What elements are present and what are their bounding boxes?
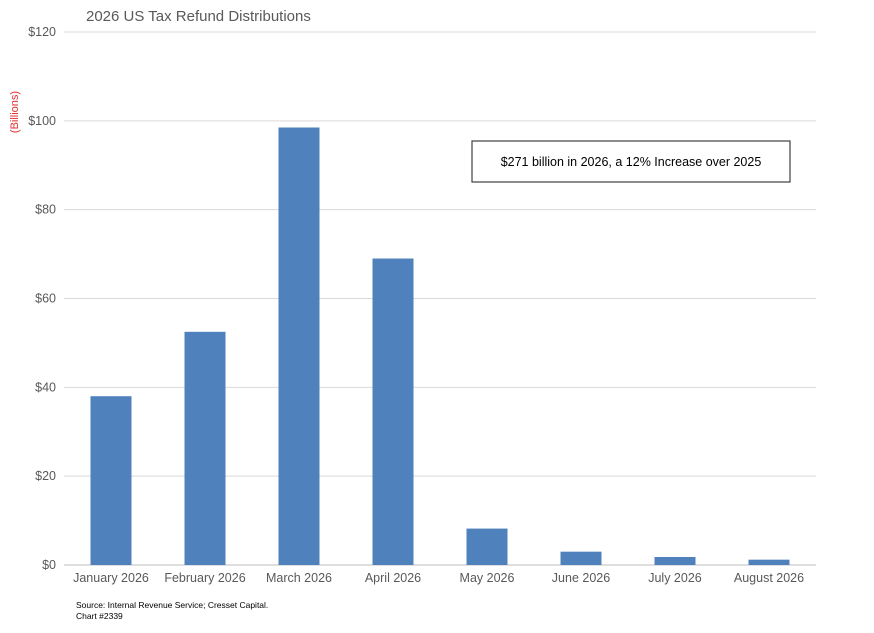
- x-tick-label: May 2026: [460, 571, 515, 585]
- annotation-border: [471, 140, 791, 183]
- chart-id: Chart #2339: [76, 611, 123, 621]
- source-note: Source: Internal Revenue Service; Cresse…: [76, 600, 269, 610]
- bar: [560, 551, 602, 565]
- bars: [90, 127, 790, 565]
- x-tick-label: August 2026: [734, 571, 804, 585]
- x-tick-labels: January 2026 February 2026 March 2026 April…: [73, 571, 804, 585]
- bar: [748, 559, 790, 565]
- y-tick-label: $100: [28, 114, 56, 128]
- y-tick-label: $20: [35, 469, 56, 483]
- x-tick-label: July 2026: [648, 571, 702, 585]
- y-tick-label: $0: [42, 558, 56, 572]
- x-tick-label: April 2026: [365, 571, 421, 585]
- grid-lines: [64, 31, 816, 566]
- bar: [372, 258, 414, 565]
- x-tick-label: June 2026: [552, 571, 610, 585]
- y-tick-label: $40: [35, 380, 56, 394]
- y-axis-label: (Billions): [9, 91, 21, 133]
- annotation-text: $271 billion in 2026, a 12% Increase ove…: [501, 155, 762, 169]
- y-tick-label: $80: [35, 203, 56, 217]
- chart-title: 2026 US Tax Refund Distributions: [86, 8, 311, 25]
- y-tick-labels: $0 $20 $40 $60 $80 $100 $120: [28, 25, 56, 572]
- bar: [278, 127, 320, 565]
- y-tick-label: $120: [28, 25, 56, 39]
- bar: [184, 331, 226, 565]
- annotation-box: $271 billion in 2026, a 12% Increase ove…: [471, 140, 791, 183]
- x-tick-label: February 2026: [164, 571, 245, 585]
- x-tick-label: March 2026: [266, 571, 332, 585]
- bar: [654, 557, 696, 565]
- bar: [90, 396, 132, 565]
- bar: [466, 528, 508, 565]
- y-tick-label: $60: [35, 292, 56, 306]
- x-tick-label: January 2026: [73, 571, 149, 585]
